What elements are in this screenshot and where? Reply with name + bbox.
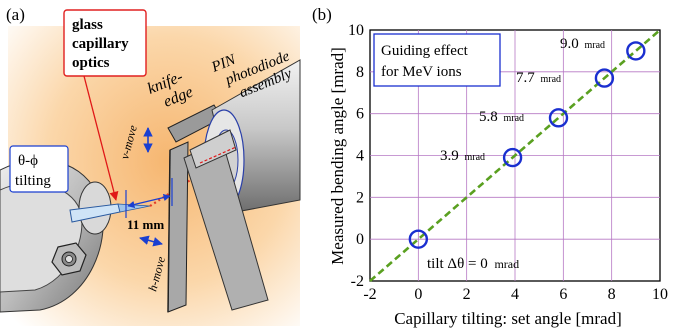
tilting-callout: θ-ϕ tilting [9, 145, 69, 193]
annotation-3: 7.7 mrad [516, 70, 561, 86]
y-tick-label: 2 [356, 189, 364, 206]
x-tick-label: 6 [559, 286, 567, 303]
svg-text:tilting: tilting [15, 173, 51, 189]
x-tick-label: 0 [414, 286, 422, 303]
knife-edge [167, 104, 223, 313]
x-tick-label: 4 [511, 286, 519, 303]
data-point [594, 68, 615, 88]
annotation-4: 9.0 mrad [560, 36, 605, 52]
annotation-0: tilt Δθ = 0 mrad [427, 256, 519, 272]
legend-line-1: Guiding effect [381, 43, 469, 59]
panel-b: (b) -2 0 2 4 6 8 10 -2 0 2 4 6 8 10 Guiding effect fo… [312, 5, 668, 328]
annotation-1: 3.9 mrad [440, 148, 485, 164]
panel-a: 11 mm v-move h-move knife- edge PIN phot… [0, 5, 301, 326]
panel-a-label: (a) [6, 5, 25, 24]
x-tick-label: 2 [463, 286, 471, 303]
distance-marker: 11 mm [125, 178, 173, 232]
data-point [502, 147, 523, 168]
data-points [408, 41, 646, 249]
data-point [408, 229, 429, 249]
y-tick-label: 10 [348, 22, 364, 39]
annotations: tilt Δθ = 0 mrad 3.9 mrad 5.8 mrad 7.7 m… [427, 36, 605, 272]
svg-text:capillary: capillary [72, 36, 129, 52]
legend-line-2: for MeV ions [381, 64, 462, 80]
y-axis-label: Measured bending angle [mrad] [328, 47, 347, 265]
svg-text:glass: glass [72, 17, 103, 33]
legend-box: Guiding effect for MeV ions [373, 33, 501, 87]
pin-photodiode-assembly [183, 59, 301, 311]
optics-callout: glass capillary optics [63, 9, 147, 201]
data-point [548, 108, 569, 128]
x-tick-label: -2 [363, 286, 376, 303]
distance-label: 11 mm [127, 217, 164, 232]
y-tick-label: 4 [356, 148, 364, 165]
x-tick-label: 8 [608, 286, 616, 303]
y-tick-label: 6 [356, 106, 364, 123]
y-tick-label: 8 [356, 64, 364, 81]
data-point [626, 41, 646, 61]
x-axis-label: Capillary tilting: set angle [mrad] [394, 309, 622, 328]
tilting-stage [0, 159, 112, 313]
tick-labels: -2 0 2 4 6 8 10 -2 0 2 4 6 8 10 [348, 22, 668, 303]
x-tick-label: 10 [652, 286, 668, 303]
y-tick-label: -2 [351, 273, 364, 290]
panel-b-label: (b) [312, 5, 332, 24]
y-tick-label: 0 [356, 231, 364, 248]
svg-text:optics: optics [72, 55, 110, 71]
annotation-2: 5.8 mrad [479, 109, 524, 125]
svg-text:θ-ϕ: θ-ϕ [18, 153, 38, 169]
